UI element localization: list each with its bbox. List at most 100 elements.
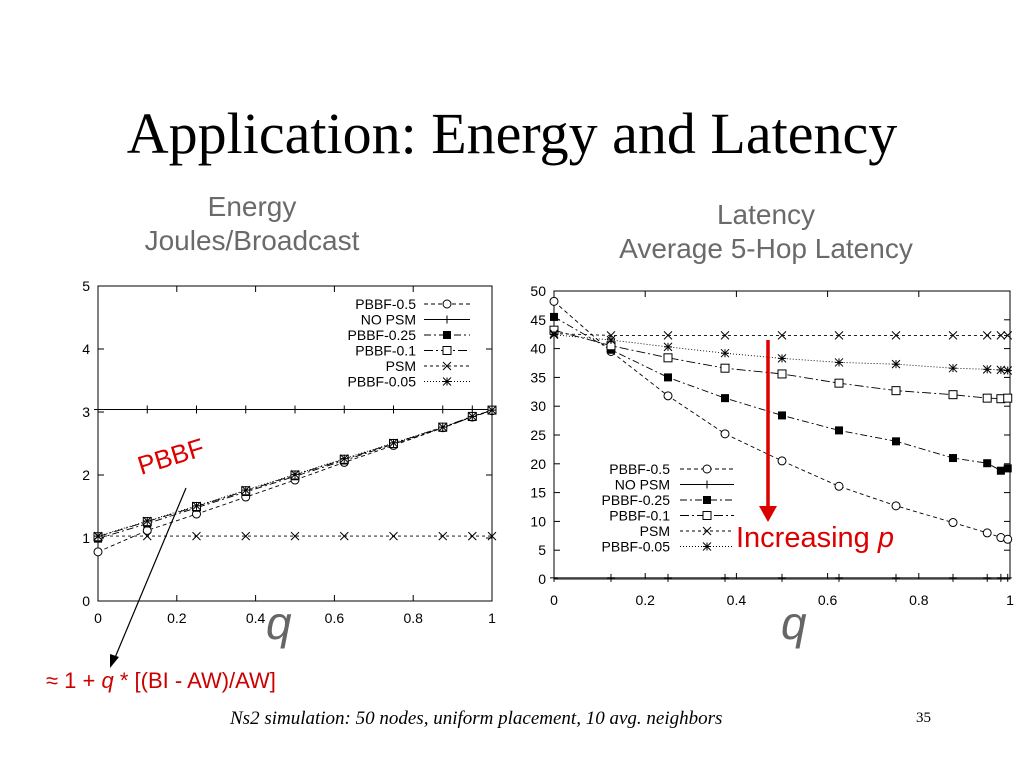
data-point	[606, 335, 616, 345]
energy-x-symbol: q	[266, 597, 292, 649]
data-point	[241, 405, 250, 414]
data-point	[389, 438, 398, 448]
x-tick-label: 1	[488, 610, 496, 626]
data-point	[467, 531, 477, 541]
legend-label: PBBF-0.05	[602, 539, 671, 555]
latency-chart-title-block: Latency Average 5-Hop Latency	[576, 198, 956, 266]
data-point	[550, 573, 558, 582]
data-point	[834, 358, 844, 367]
plot-frame	[97, 285, 493, 602]
data-point	[93, 531, 103, 541]
legend-marker	[442, 346, 452, 355]
data-point	[143, 405, 152, 414]
legend-marker	[443, 315, 451, 324]
data-point	[720, 429, 730, 439]
legend-label: NO PSM	[361, 312, 416, 328]
data-point	[241, 485, 251, 495]
data-point	[982, 528, 992, 538]
series-psm	[93, 531, 497, 541]
y-tick-label: 2	[82, 467, 90, 483]
data-point	[721, 394, 729, 403]
data-point	[948, 363, 958, 373]
legend-marker	[442, 299, 452, 309]
data-point	[835, 573, 843, 582]
data-point	[1003, 573, 1012, 582]
data-point	[892, 573, 900, 582]
legend-label: PBBF-0.25	[348, 327, 417, 343]
data-point	[663, 342, 673, 352]
y-tick-label: 15	[530, 485, 546, 501]
latency-chart-subtitle: Average 5-Hop Latency	[619, 233, 913, 264]
data-point	[241, 531, 251, 541]
y-tick-label: 1	[82, 530, 90, 546]
data-point	[1003, 534, 1013, 544]
data-point	[339, 531, 349, 541]
data-point	[778, 573, 786, 582]
latency-chart-title: Latency	[716, 199, 816, 230]
data-point	[834, 378, 844, 388]
y-tick-label: 45	[530, 312, 546, 328]
x-tick-label: 0	[94, 610, 102, 626]
energy-chart-title: Energy	[207, 191, 297, 222]
energy-formula: ≈ 1 + q * [(BI - AW)/AW]	[46, 668, 276, 694]
y-tick-label: 0	[538, 571, 546, 587]
y-tick-label: 3	[82, 404, 90, 420]
legend-label: PBBF-0.25	[602, 492, 671, 508]
data-point	[487, 531, 497, 541]
y-tick-label: 20	[530, 456, 546, 472]
data-point	[982, 393, 992, 403]
data-point	[948, 330, 958, 340]
data-point	[982, 330, 992, 340]
x-tick-label: 0.4	[727, 592, 747, 608]
legend-label: PSM	[386, 358, 416, 374]
data-point	[549, 330, 559, 340]
data-point	[142, 516, 152, 526]
increasing-text: Increasing	[736, 522, 878, 554]
legend-marker	[442, 361, 452, 371]
data-point	[834, 481, 844, 491]
legend-label: PBBF-0.05	[348, 374, 417, 390]
data-point	[891, 501, 901, 511]
data-point	[891, 330, 901, 340]
data-point	[949, 573, 957, 582]
increasing-var: p	[877, 522, 894, 554]
y-tick-label: 25	[530, 427, 546, 443]
data-point	[291, 405, 299, 414]
latency-x-symbol: q	[781, 597, 807, 649]
legend-label: NO PSM	[615, 477, 670, 493]
series-line	[553, 316, 1008, 472]
y-tick-label: 40	[530, 341, 546, 357]
x-tick-label: 1	[1006, 592, 1014, 608]
x-tick-label: 0.6	[325, 610, 345, 626]
data-point	[663, 353, 673, 363]
data-point	[663, 330, 673, 340]
series-pbbf-0-05	[93, 405, 497, 541]
data-point	[1003, 393, 1013, 403]
data-point	[487, 405, 497, 415]
data-point	[996, 466, 1005, 475]
data-point	[778, 411, 786, 420]
legend-label: PBBF-0.1	[609, 508, 670, 524]
data-point	[664, 373, 672, 382]
data-point	[192, 501, 201, 511]
data-point	[1003, 464, 1012, 473]
data-point	[192, 531, 201, 541]
y-tick-label: 30	[530, 398, 546, 414]
legend-marker	[702, 464, 712, 474]
data-point	[1003, 330, 1013, 340]
data-point	[891, 359, 901, 369]
x-tick-label: 0.4	[246, 610, 266, 626]
data-point	[720, 363, 730, 373]
data-point	[290, 470, 300, 479]
legend-marker	[442, 377, 452, 386]
y-tick-label: 4	[82, 341, 90, 357]
data-point	[94, 405, 102, 414]
legend-marker	[702, 526, 712, 536]
data-point	[290, 531, 300, 541]
y-tick-label: 50	[530, 283, 546, 299]
data-point	[996, 365, 1006, 375]
data-point	[438, 531, 448, 541]
data-point	[720, 348, 730, 358]
data-point	[389, 531, 398, 541]
data-point	[340, 405, 349, 414]
